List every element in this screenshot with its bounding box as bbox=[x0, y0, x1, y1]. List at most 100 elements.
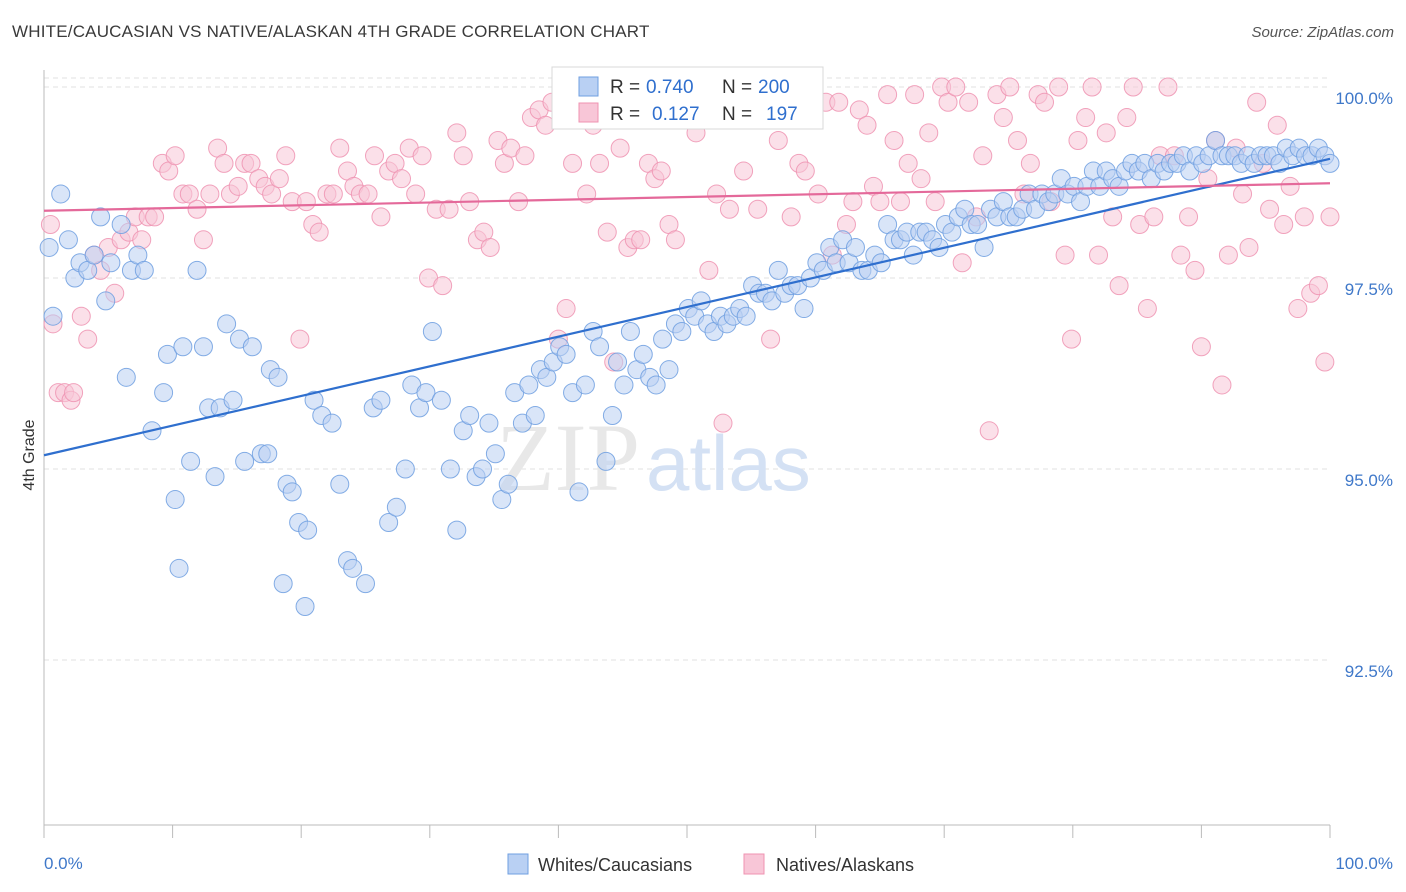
white-caucasian-point bbox=[154, 383, 174, 403]
white-caucasian-point bbox=[304, 390, 324, 410]
watermark-atlas: atlas bbox=[646, 419, 811, 507]
white-caucasian-point bbox=[173, 337, 193, 357]
white-caucasian-point bbox=[659, 360, 679, 380]
native-alaskan-point bbox=[1308, 276, 1328, 296]
chart-source: Source: ZipAtlas.com bbox=[1251, 24, 1394, 41]
white-caucasian-point bbox=[193, 337, 213, 357]
native-alaskan-point bbox=[1247, 92, 1267, 112]
native-alaskan-point bbox=[1179, 207, 1199, 227]
native-alaskan-point bbox=[187, 199, 207, 219]
native-alaskan-point bbox=[884, 130, 904, 150]
trend-line-whites bbox=[43, 157, 1331, 457]
native-alaskan-point bbox=[447, 123, 467, 143]
native-alaskan-point bbox=[919, 123, 939, 143]
white-caucasian-point bbox=[672, 321, 692, 341]
native-alaskan-point bbox=[433, 276, 453, 296]
native-alaskan-point bbox=[1212, 375, 1232, 395]
white-caucasian-point bbox=[298, 520, 318, 540]
white-caucasian-point bbox=[187, 260, 207, 280]
white-caucasian-point bbox=[58, 230, 78, 250]
y-tick-label: 97.5% bbox=[1345, 280, 1393, 299]
tick-labels: 92.5% 95.0% 97.5% 100.0% 0.0% 100.0% bbox=[44, 89, 1393, 873]
native-alaskan-point bbox=[1068, 130, 1088, 150]
white-caucasian-point bbox=[395, 459, 415, 479]
native-alaskan-point bbox=[1218, 245, 1238, 265]
native-alaskan-point bbox=[64, 383, 84, 403]
native-alaskan-point bbox=[1288, 299, 1308, 319]
white-caucasian-point bbox=[602, 406, 622, 426]
native-alaskan-point bbox=[262, 184, 282, 204]
white-caucasian-point bbox=[590, 337, 610, 357]
native-alaskan-point bbox=[1260, 199, 1280, 219]
white-caucasian-point bbox=[343, 558, 363, 578]
native-alaskan-point bbox=[993, 108, 1013, 128]
native-alaskan-point bbox=[946, 77, 966, 97]
white-caucasian-point bbox=[181, 451, 201, 471]
native-alaskan-point bbox=[515, 146, 535, 166]
native-alaskan-point bbox=[1144, 207, 1164, 227]
native-alaskan-point bbox=[276, 146, 296, 166]
native-alaskan-point bbox=[1171, 245, 1191, 265]
native-alaskan-point bbox=[179, 184, 199, 204]
white-caucasian-point bbox=[498, 474, 518, 494]
x-tick-label-right: 100.0% bbox=[1335, 854, 1393, 873]
white-caucasian-point bbox=[116, 367, 136, 387]
native-alaskan-point bbox=[768, 130, 788, 150]
white-caucasian-point bbox=[134, 260, 154, 280]
native-alaskan-point bbox=[78, 329, 98, 349]
native-alaskan-point bbox=[1123, 77, 1143, 97]
y-tick-label: 92.5% bbox=[1345, 662, 1393, 681]
white-caucasian-point bbox=[258, 444, 278, 464]
white-caucasian-point bbox=[39, 237, 59, 257]
white-caucasian-point bbox=[169, 558, 189, 578]
white-caucasian-point bbox=[460, 406, 480, 426]
white-caucasian-point bbox=[473, 459, 493, 479]
native-alaskan-point bbox=[795, 161, 815, 181]
native-alaskan-point bbox=[719, 199, 739, 219]
white-caucasian-point bbox=[43, 306, 63, 326]
white-caucasian-point bbox=[845, 237, 865, 257]
white-caucasian-point bbox=[379, 512, 399, 532]
white-caucasian-point bbox=[416, 383, 436, 403]
stats-r-value-whites: 0.740 bbox=[646, 77, 694, 98]
white-caucasian-point bbox=[96, 291, 116, 311]
native-alaskan-point bbox=[193, 230, 213, 250]
native-alaskan-point bbox=[1233, 184, 1253, 204]
native-alaskan-point bbox=[1239, 237, 1259, 257]
native-alaskan-point bbox=[392, 169, 412, 189]
native-alaskan-point bbox=[911, 169, 931, 189]
native-alaskan-point bbox=[905, 85, 925, 105]
native-alaskan-point bbox=[952, 253, 972, 273]
white-caucasian-point bbox=[157, 344, 177, 364]
native-alaskan-point bbox=[290, 329, 310, 349]
data-points bbox=[39, 77, 1340, 617]
stats-legend: R = 0.740 N = 200 R = 0.127 N = 197 bbox=[551, 66, 824, 130]
trend-lines bbox=[43, 157, 1331, 457]
native-alaskan-point bbox=[597, 222, 617, 242]
native-alaskan-point bbox=[296, 192, 316, 212]
native-alaskan-point bbox=[1049, 77, 1069, 97]
native-alaskan-point bbox=[1191, 337, 1211, 357]
native-alaskan-point bbox=[71, 306, 91, 326]
native-alaskan-point bbox=[330, 138, 350, 158]
white-caucasian-point bbox=[273, 574, 293, 594]
native-alaskan-point bbox=[412, 146, 432, 166]
white-caucasian-point bbox=[519, 375, 539, 395]
native-alaskan-point bbox=[1185, 260, 1205, 280]
white-caucasian-point bbox=[356, 574, 375, 594]
native-alaskan-point bbox=[610, 138, 630, 158]
native-alaskan-point bbox=[40, 215, 60, 235]
white-caucasian-point bbox=[295, 597, 315, 617]
native-alaskan-point bbox=[651, 161, 671, 181]
native-alaskan-point bbox=[145, 207, 165, 227]
white-caucasian-point bbox=[91, 207, 111, 227]
white-caucasian-point bbox=[431, 390, 451, 410]
native-alaskan-point bbox=[973, 146, 993, 166]
white-caucasian-point bbox=[596, 451, 616, 471]
white-caucasian-point bbox=[51, 184, 71, 204]
white-caucasian-point bbox=[653, 329, 673, 349]
stats-r-label-whites: R = bbox=[610, 77, 640, 98]
native-alaskan-point bbox=[309, 222, 329, 242]
stats-n-value-natives: 197 bbox=[766, 104, 798, 125]
